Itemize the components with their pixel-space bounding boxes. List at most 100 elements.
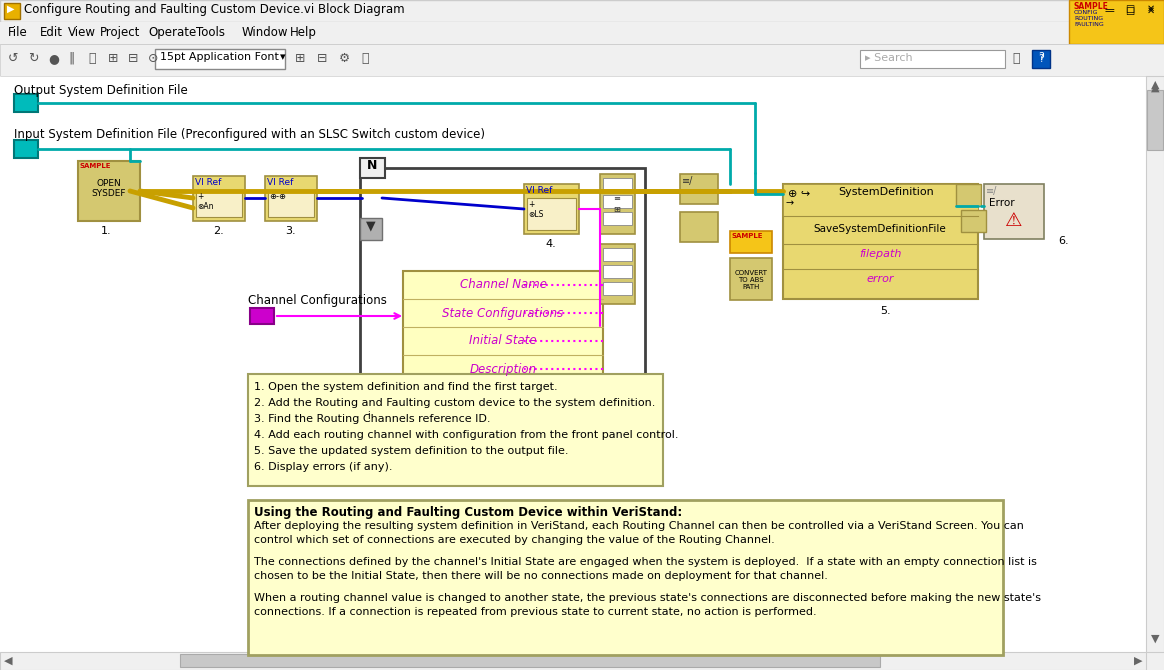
Text: 5.: 5. xyxy=(880,306,890,316)
Text: Channel Name: Channel Name xyxy=(460,279,547,291)
Text: View: View xyxy=(68,26,95,39)
Text: After deploying the resulting system definition in VeriStand, each Routing Chann: After deploying the resulting system def… xyxy=(254,521,1024,531)
Text: Operate: Operate xyxy=(148,26,197,39)
Text: 🔍: 🔍 xyxy=(1012,52,1020,65)
Text: ▶: ▶ xyxy=(1134,656,1142,666)
Text: —: — xyxy=(1105,4,1114,14)
Text: ✕: ✕ xyxy=(1147,6,1155,16)
Bar xyxy=(730,258,772,300)
Text: ⊕ ↪: ⊕ ↪ xyxy=(788,189,810,199)
Text: SAMPLE: SAMPLE xyxy=(80,163,112,169)
Bar xyxy=(984,184,1044,239)
Text: ▼: ▼ xyxy=(1151,634,1159,644)
Text: ⊞: ⊞ xyxy=(108,52,119,65)
Text: When a routing channel value is changed to another state, the previous state's c: When a routing channel value is changed … xyxy=(254,593,1041,603)
Text: ?: ? xyxy=(1038,54,1044,64)
Text: ◀: ◀ xyxy=(3,656,13,666)
Text: Configure Routing and Faulting Custom Device.vi Block Diagram: Configure Routing and Faulting Custom De… xyxy=(24,3,405,16)
Bar xyxy=(360,218,382,240)
Text: Initial State: Initial State xyxy=(469,334,537,348)
Text: 4.: 4. xyxy=(546,239,556,249)
Bar xyxy=(603,212,632,225)
Text: error: error xyxy=(866,274,894,284)
Bar xyxy=(155,49,285,69)
Bar xyxy=(268,190,314,217)
Text: Vl Ref: Vl Ref xyxy=(526,186,553,195)
Text: ⊕-⊕: ⊕-⊕ xyxy=(269,192,286,201)
Text: ≡/: ≡/ xyxy=(682,176,694,186)
Bar xyxy=(0,44,1164,76)
Text: ▾: ▾ xyxy=(281,52,285,62)
Text: ⚙: ⚙ xyxy=(339,52,350,65)
Bar xyxy=(599,244,636,304)
Bar xyxy=(783,184,978,216)
Text: ⊞: ⊞ xyxy=(294,52,305,65)
Text: Channel Configurations: Channel Configurations xyxy=(248,294,386,307)
Text: Window: Window xyxy=(242,26,289,39)
Bar xyxy=(360,158,385,178)
Bar xyxy=(1147,90,1163,150)
Text: SystemDefinition: SystemDefinition xyxy=(838,187,934,197)
Bar xyxy=(265,176,317,221)
Text: ≡
⊞: ≡ ⊞ xyxy=(613,194,620,214)
Text: control which set of connections are executed by changing the value of the Routi: control which set of connections are exe… xyxy=(254,535,775,545)
Bar xyxy=(1147,76,1164,652)
Text: 🔧: 🔧 xyxy=(361,52,369,65)
Bar xyxy=(360,410,378,428)
Bar xyxy=(180,654,880,667)
Text: connections. If a connection is repeated from previous state to current state, n: connections. If a connection is repeated… xyxy=(254,607,817,617)
Text: ●: ● xyxy=(48,52,59,65)
Text: ▼: ▼ xyxy=(367,219,376,232)
Text: CONVERT
TO ABS
PATH: CONVERT TO ABS PATH xyxy=(734,270,767,290)
Bar xyxy=(599,174,636,234)
Text: ✕: ✕ xyxy=(1147,4,1155,14)
Bar xyxy=(783,184,978,299)
Text: ‖: ‖ xyxy=(68,52,74,65)
Bar xyxy=(0,76,1147,652)
Text: SaveSystemDefinitionFile: SaveSystemDefinitionFile xyxy=(814,224,946,234)
Text: 3.: 3. xyxy=(285,226,297,236)
Text: State Configurations: State Configurations xyxy=(442,306,563,320)
Text: ▲: ▲ xyxy=(1151,80,1159,90)
Bar xyxy=(603,195,632,208)
Bar xyxy=(0,652,1147,670)
Text: 1.: 1. xyxy=(101,226,112,236)
Text: —: — xyxy=(1105,6,1114,16)
Bar xyxy=(524,184,579,234)
Bar xyxy=(603,265,632,278)
Bar xyxy=(1121,3,1140,18)
Bar xyxy=(680,174,718,204)
Text: ↻: ↻ xyxy=(28,52,38,65)
Text: The connections defined by the channel's Initial State are engaged when the syst: The connections defined by the channel's… xyxy=(254,557,1037,567)
Bar xyxy=(1100,3,1119,18)
Text: N: N xyxy=(367,159,377,172)
Text: 4. Add each routing channel with configuration from the front panel control.: 4. Add each routing channel with configu… xyxy=(254,430,679,440)
Bar xyxy=(403,271,603,383)
Bar xyxy=(250,308,274,324)
Bar xyxy=(14,94,38,112)
Bar xyxy=(603,248,632,261)
Text: 2. Add the Routing and Faulting custom device to the system definition.: 2. Add the Routing and Faulting custom d… xyxy=(254,398,655,408)
Text: Using the Routing and Faulting Custom Device within VeriStand:: Using the Routing and Faulting Custom De… xyxy=(254,506,682,519)
Bar xyxy=(956,184,981,206)
Text: □: □ xyxy=(1126,4,1135,14)
Text: □: □ xyxy=(1126,6,1135,16)
Bar xyxy=(248,374,663,486)
Text: ≡/: ≡/ xyxy=(986,186,998,196)
Text: ⊟: ⊟ xyxy=(317,52,327,65)
Text: SAMPLE: SAMPLE xyxy=(732,233,764,239)
Bar xyxy=(3,3,20,19)
Text: 5. Save the updated system definition to the output file.: 5. Save the updated system definition to… xyxy=(254,446,568,456)
Bar xyxy=(860,50,1005,68)
Bar xyxy=(527,198,576,230)
Bar xyxy=(196,190,242,217)
Text: +
⊗LS: + ⊗LS xyxy=(528,200,544,219)
Text: File: File xyxy=(8,26,28,39)
Text: ▲: ▲ xyxy=(1151,83,1159,93)
Text: Input System Definition File (Preconfigured with an SLSC Switch custom device): Input System Definition File (Preconfigu… xyxy=(14,128,485,141)
Text: ▶: ▶ xyxy=(7,4,14,14)
Text: CONFIG
ROUTING
FAULTING: CONFIG ROUTING FAULTING xyxy=(1074,10,1103,27)
Bar xyxy=(1032,50,1050,68)
Bar xyxy=(0,22,1069,44)
Bar xyxy=(680,212,718,242)
